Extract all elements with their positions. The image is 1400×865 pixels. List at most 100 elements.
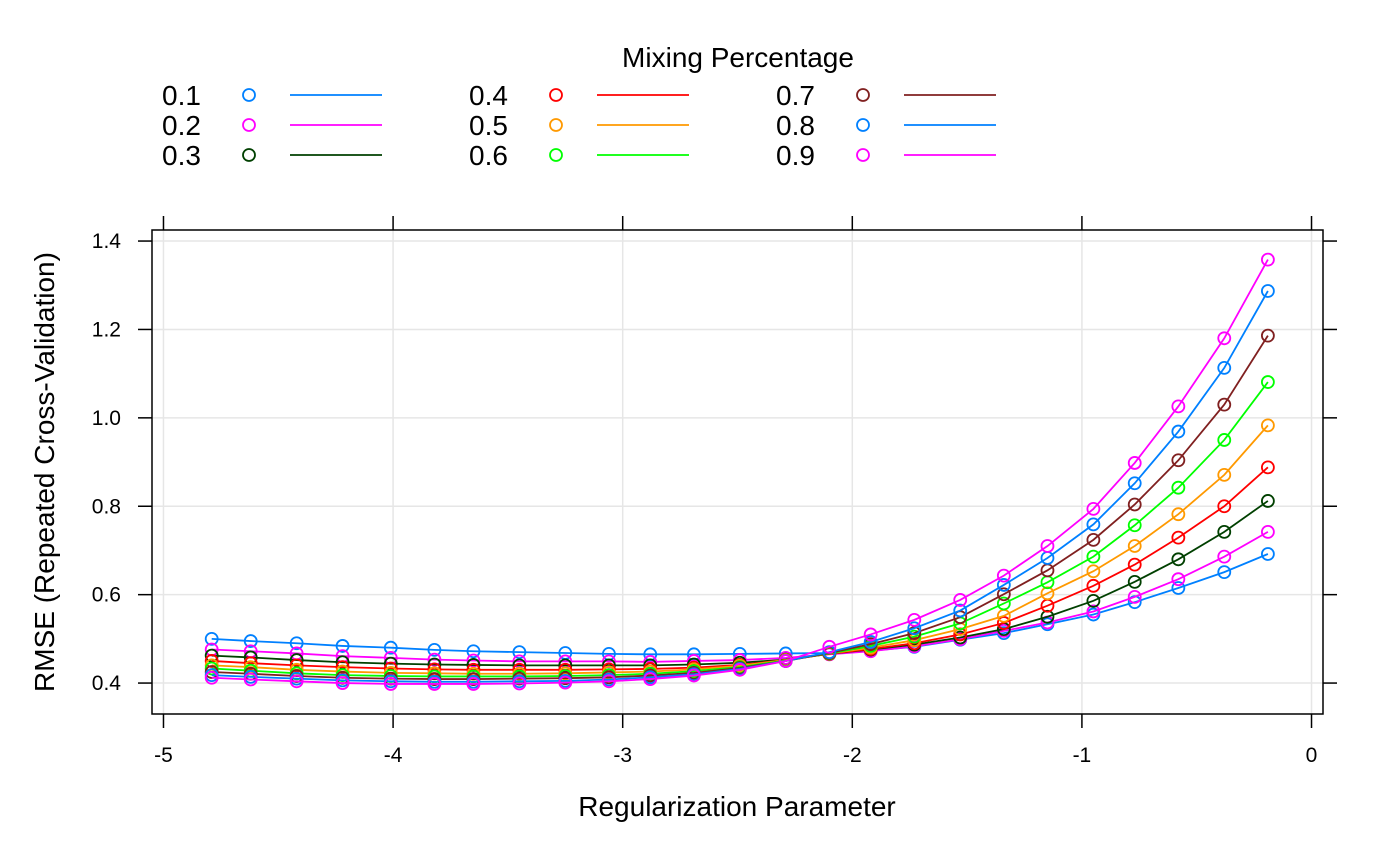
data-point [1260,328,1275,343]
y-tick-label: 1.0 [92,407,121,430]
data-point [512,676,527,691]
data-point [383,677,398,691]
legend-item-0.9: 0.9 [776,140,996,171]
legend-label: 0.8 [776,110,815,141]
legend-point-marker [856,88,870,102]
data-point [1171,480,1186,495]
data-point [289,674,304,689]
data-point [1086,532,1101,547]
data-point [907,612,922,627]
legend: Mixing Percentage 0.10.20.30.40.50.60.70… [162,42,996,171]
legend-point-marker [549,148,563,162]
data-point [996,587,1011,602]
series-line [211,553,1269,656]
legend-label: 0.1 [162,80,201,111]
x-tick-label: -5 [154,744,173,767]
data-point [643,647,658,662]
series-0.4 [204,460,1275,677]
data-point [1217,549,1232,564]
data-point [335,676,350,690]
data-point [1260,460,1275,475]
series-0.9 [204,252,1275,691]
x-tick-label: -3 [613,744,632,767]
data-point [1260,418,1275,433]
data-point [1086,549,1101,564]
data-point [996,578,1011,592]
data-point [1171,552,1186,567]
data-point [1217,361,1232,375]
data-point [1127,456,1142,470]
data-point [289,636,304,651]
data-point [602,674,616,689]
legend-label: 0.9 [776,140,815,171]
series-0.7 [204,328,1275,686]
legend-label: 0.2 [162,110,201,141]
legend-item-0.4: 0.4 [469,80,689,111]
data-point [466,644,481,659]
series-line [211,290,1269,683]
data-point [602,654,616,669]
data-point [953,603,968,618]
data-point [1086,604,1101,619]
data-point [427,652,442,667]
data-point [1127,476,1142,491]
data-point [1086,502,1101,516]
data-point [822,639,837,654]
data-point [558,675,573,690]
data-point [1127,539,1142,553]
legend-point-marker [242,118,256,132]
data-point [204,631,219,646]
data-point [996,616,1011,630]
data-point [1127,574,1142,589]
data-point [204,661,219,676]
data-point [466,677,481,691]
data-point [1040,609,1055,624]
legend-label: 0.4 [469,80,508,111]
axis-ticks: -5 -4 -3 -2 -1 0 0.4 0.6 0.8 1.0 1.2 1.4 [92,216,1337,767]
data-point [1040,539,1055,553]
series-line [211,381,1269,678]
data-point [1260,547,1275,561]
grid [152,230,1323,714]
data-point [778,654,793,668]
x-tick-label: -4 [384,744,403,767]
data-point [243,634,258,648]
y-axis-label: RMSE (Repeated Cross-Validation) [29,252,60,692]
data-point [1171,530,1186,545]
data-point [1260,494,1275,508]
data-point [686,668,701,683]
data-point [1171,424,1186,439]
data-point [1217,433,1232,447]
data-point [863,635,878,649]
data-point [996,596,1011,611]
data-point [1086,578,1101,593]
data-point [466,653,481,668]
y-tick-label: 0.4 [92,672,122,695]
legend-label: 0.3 [162,140,201,171]
data-point [1260,284,1275,298]
data-point [204,654,219,668]
legend-item-0.5: 0.5 [469,110,689,141]
data-point [1171,399,1186,414]
data-point [1086,564,1101,579]
data-point [1217,331,1232,346]
legend-item-0.7: 0.7 [776,80,996,111]
data-point [383,640,398,655]
legend-point-marker [856,148,870,162]
series-0.6 [204,375,1275,684]
series-line [211,424,1269,675]
data-point [1260,375,1275,389]
plot-area: -5 -4 -3 -2 -1 0 0.4 0.6 0.8 1.0 1.2 1.4 [92,216,1337,767]
x-tick-label: -1 [1073,744,1092,767]
data-point [1260,524,1275,539]
legend-label: 0.6 [469,140,508,171]
data-point [907,629,922,644]
data-point [1260,252,1275,267]
legend-title: Mixing Percentage [622,42,854,73]
legend-item-0.3: 0.3 [162,140,382,171]
y-tick-label: 1.4 [92,230,122,253]
data-point [1171,572,1186,587]
data-point [1127,589,1142,604]
data-point [1171,453,1186,468]
